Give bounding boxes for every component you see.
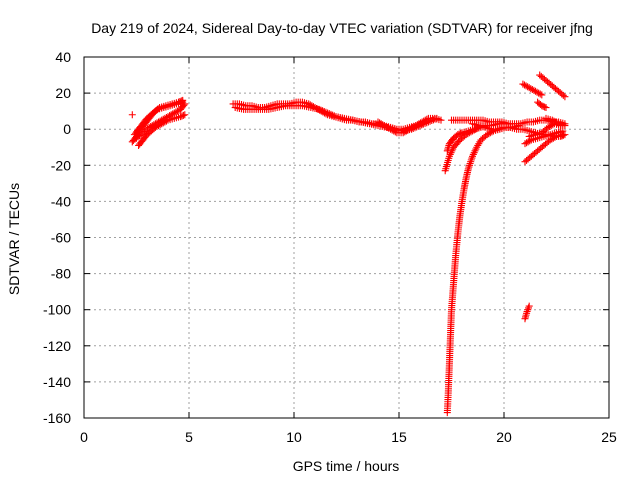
data-point-fill [180,101,188,109]
x-axis-title: GPS time / hours [293,458,400,474]
data-point [561,122,569,130]
data-point-fill [179,111,187,119]
data-point [179,96,187,104]
data-point [561,93,569,101]
x-tick-label: 15 [391,429,407,445]
x-tick-label: 5 [185,429,193,445]
x-tick-label: 0 [80,429,88,445]
data-point-fill [467,158,475,166]
data-point [128,111,136,119]
data-point [515,122,523,130]
data-point-fill [322,108,330,116]
data-point-fill [553,119,561,127]
y-tick-label: 20 [55,85,71,101]
data-point-fill [465,163,473,171]
x-tick-label: 20 [496,429,512,445]
data-point [181,100,189,108]
data-point [538,91,546,99]
data-point-fill [541,103,549,111]
y-tick-label: -160 [43,410,71,426]
data-point-fill [319,107,327,115]
y-tick-label: -20 [51,157,71,173]
data-point [437,116,445,124]
x-tick-label: 10 [286,429,302,445]
data-point-fill [320,108,328,116]
data-point-fill [329,111,337,119]
data-point-fill [536,90,544,98]
y-tick-label: -120 [43,338,71,354]
data-point [315,105,323,113]
data-point [542,104,550,112]
data-point-fill [391,128,399,136]
data-point [559,127,567,135]
y-tick-label: -60 [51,230,71,246]
data-points [128,71,569,417]
data-point-fill [325,110,333,118]
data-point-fill [488,128,496,136]
data-point-fill [466,161,473,169]
y-tick-label: -40 [51,193,71,209]
y-tick-label: 40 [55,49,71,65]
y-tick-label: -140 [43,374,71,390]
data-point-fill [330,112,338,120]
data-point [324,109,332,117]
data-point-fill [559,91,567,99]
data-point [500,120,508,128]
x-tick-label: 25 [601,429,617,445]
chart-title: Day 219 of 2024, Sidereal Day-to-day VTE… [91,20,593,36]
tick-labels: 0 5 10 15 20 25 -160 -140 -120 -100 -80 -60 -40 -20 0 2… [43,49,617,445]
y-tick-label: 0 [63,121,71,137]
data-point-fill [177,97,185,105]
data-point-fill [423,115,431,123]
data-point [464,165,472,173]
plot-frame [83,56,610,419]
y-axis-title: SDTVAR / TECUs [6,183,22,295]
data-point-fill [524,306,532,314]
data-point [181,111,189,119]
data-point-fill [466,159,474,167]
grid [84,57,609,418]
data-point [483,122,491,130]
data-point-fill [317,106,325,114]
data-point-fill [327,110,335,118]
data-point [525,302,533,310]
y-tick-label: -100 [43,302,71,318]
data-point-fill [457,129,465,137]
y-tick-label: -80 [51,266,71,282]
